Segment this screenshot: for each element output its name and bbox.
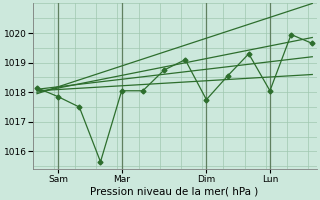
X-axis label: Pression niveau de la mer( hPa ): Pression niveau de la mer( hPa ) — [91, 187, 259, 197]
